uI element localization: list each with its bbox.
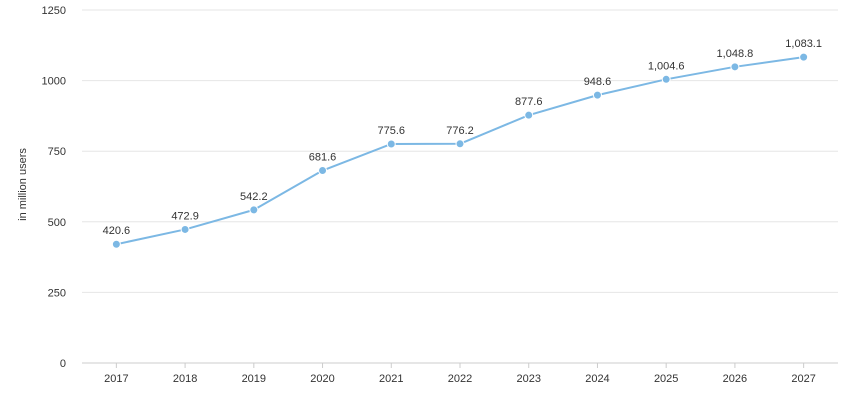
data-point[interactable]: [730, 62, 740, 72]
data-point[interactable]: [592, 90, 602, 100]
x-tick-label: 2019: [242, 373, 266, 385]
y-tick-label: 250: [48, 287, 66, 299]
data-point[interactable]: [386, 139, 396, 149]
data-labels: 420.6 472.9 542.2 681.6 775.6 776.2 877.6 948.6…: [103, 38, 822, 237]
data-point[interactable]: [249, 205, 259, 215]
x-tick-label: 2022: [448, 373, 472, 385]
y-tick-label: 1250: [42, 5, 66, 17]
y-tick-label: 750: [48, 146, 66, 158]
x-tick-label: 2023: [516, 373, 540, 385]
y-tick-label: 0: [60, 358, 66, 370]
data-label: 1,083.1: [785, 38, 822, 50]
x-tick-label: 2025: [654, 373, 678, 385]
x-axis-ticks: 2017 2018 2019 2020 2021 2022 2023 2024 2025 2026…: [104, 363, 816, 385]
x-tick-label: 2026: [723, 373, 747, 385]
data-point[interactable]: [661, 74, 671, 84]
data-point[interactable]: [524, 110, 534, 120]
y-tick-label: 1000: [42, 76, 66, 88]
x-tick-label: 2018: [173, 373, 197, 385]
x-tick-label: 2017: [104, 373, 128, 385]
data-label: 420.6: [103, 225, 131, 237]
data-point[interactable]: [455, 139, 465, 149]
x-tick-label: 2027: [791, 373, 815, 385]
data-label: 681.6: [309, 152, 337, 164]
data-label: 776.2: [446, 125, 474, 137]
data-label: 948.6: [584, 76, 612, 88]
data-point[interactable]: [799, 52, 809, 62]
series-line-path: [116, 56, 804, 246]
data-label: 775.6: [378, 125, 406, 137]
data-label: 472.9: [171, 210, 199, 222]
data-points: [111, 52, 809, 249]
y-tick-label: 500: [48, 217, 66, 229]
data-label: 542.2: [240, 191, 268, 203]
y-axis-title: in million users: [17, 148, 29, 221]
x-tick-label: 2024: [585, 373, 609, 385]
data-label: 877.6: [515, 96, 543, 108]
grid-lines: [82, 9, 838, 364]
series-line: [116, 56, 804, 246]
data-point[interactable]: [111, 239, 121, 249]
x-tick-label: 2020: [310, 373, 334, 385]
data-label: 1,004.6: [648, 60, 685, 72]
data-label: 1,048.8: [717, 48, 754, 60]
data-point[interactable]: [318, 166, 328, 176]
y-axis-ticks: 0 250 500 750 1000 1250: [42, 5, 66, 370]
data-point[interactable]: [180, 224, 190, 234]
x-tick-label: 2021: [379, 373, 403, 385]
